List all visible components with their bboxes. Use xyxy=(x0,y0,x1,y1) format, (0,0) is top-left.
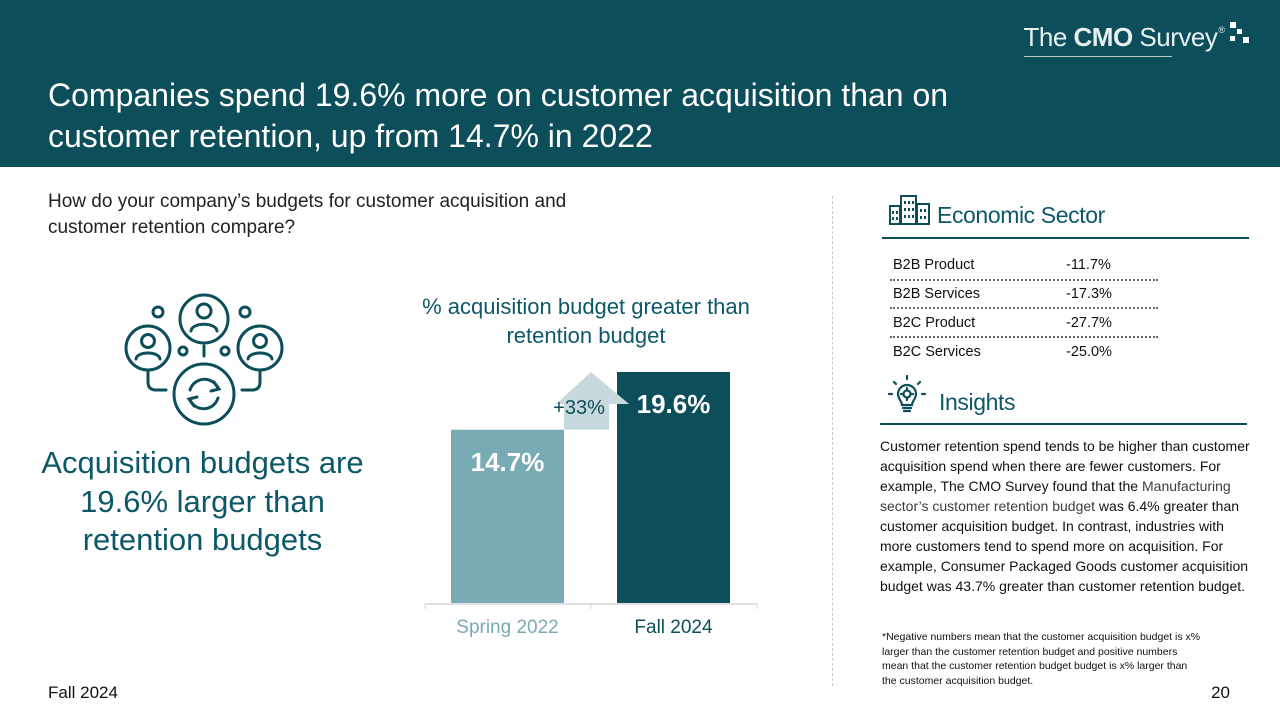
sector-table: B2B Product -11.7% B2B Services -17.3% B2C P… xyxy=(890,252,1158,367)
cmo-survey-logo: The CMO Survey ® xyxy=(1023,20,1251,57)
lightbulb-gear-icon xyxy=(887,374,927,413)
sector-label: B2C Product xyxy=(893,314,976,331)
sector-label: B2B Services xyxy=(893,286,981,303)
page-number: 20 xyxy=(1211,683,1230,702)
slide-title: Companies spend 19.6% more on customer a… xyxy=(48,77,949,154)
growth-annotation: +33% xyxy=(553,397,605,419)
footer-date: Fall 2024 xyxy=(48,683,118,702)
sector-row: B2B Services -17.3% xyxy=(890,281,1158,310)
bar-spring-2022 xyxy=(451,429,564,603)
customer-cycle-icon xyxy=(124,293,284,426)
insights-heading-rule xyxy=(880,423,1247,425)
sector-value: -17.3% xyxy=(1066,286,1112,303)
headline-stat: Acquisition budgets are 19.6% larger tha… xyxy=(41,445,364,557)
bar-fall-2024 xyxy=(617,372,730,603)
logo-text: The CMO Survey xyxy=(1023,22,1218,52)
chart-title: % acquisition budget greater than retent… xyxy=(422,294,750,348)
sector-value: -11.7% xyxy=(1066,257,1111,274)
sector-row: B2B Product -11.7% xyxy=(890,252,1158,281)
vertical-divider xyxy=(832,196,833,686)
bar-value-label: 14.7% xyxy=(471,447,545,477)
sector-value: -27.7% xyxy=(1066,314,1112,331)
sector-heading-rule xyxy=(882,237,1249,239)
category-label: Spring 2022 xyxy=(456,617,558,638)
footnote: *Negative numbers mean that the customer… xyxy=(882,631,1201,687)
buildings-icon xyxy=(889,195,930,225)
insights-paragraph: Customer retention spend tends to be hig… xyxy=(880,438,1250,594)
logo-squares-icon xyxy=(1230,22,1249,43)
sector-row: B2C Services -25.0% xyxy=(890,338,1158,367)
sector-label: B2B Product xyxy=(893,257,975,274)
logo-underline xyxy=(1023,56,1172,57)
sector-row: B2C Product -27.7% xyxy=(890,309,1158,339)
sector-label: B2C Services xyxy=(893,344,981,361)
registered-mark: ® xyxy=(1218,25,1225,35)
growth-arrow xyxy=(556,372,629,430)
header-banner: The CMO Survey ® Companies spend 19.6% m… xyxy=(0,0,1280,167)
survey-question: How do your company’s budgets for custom… xyxy=(48,191,567,238)
economic-sector-heading: Economic Sector xyxy=(937,202,1105,228)
category-label: Fall 2024 xyxy=(634,617,713,638)
insights-heading: Insights xyxy=(939,389,1016,415)
sector-value: -25.0% xyxy=(1066,344,1112,361)
insights-highlight: Manufacturing sector’s customer retentio… xyxy=(880,478,1231,514)
bar-value-label: 19.6% xyxy=(637,389,711,419)
